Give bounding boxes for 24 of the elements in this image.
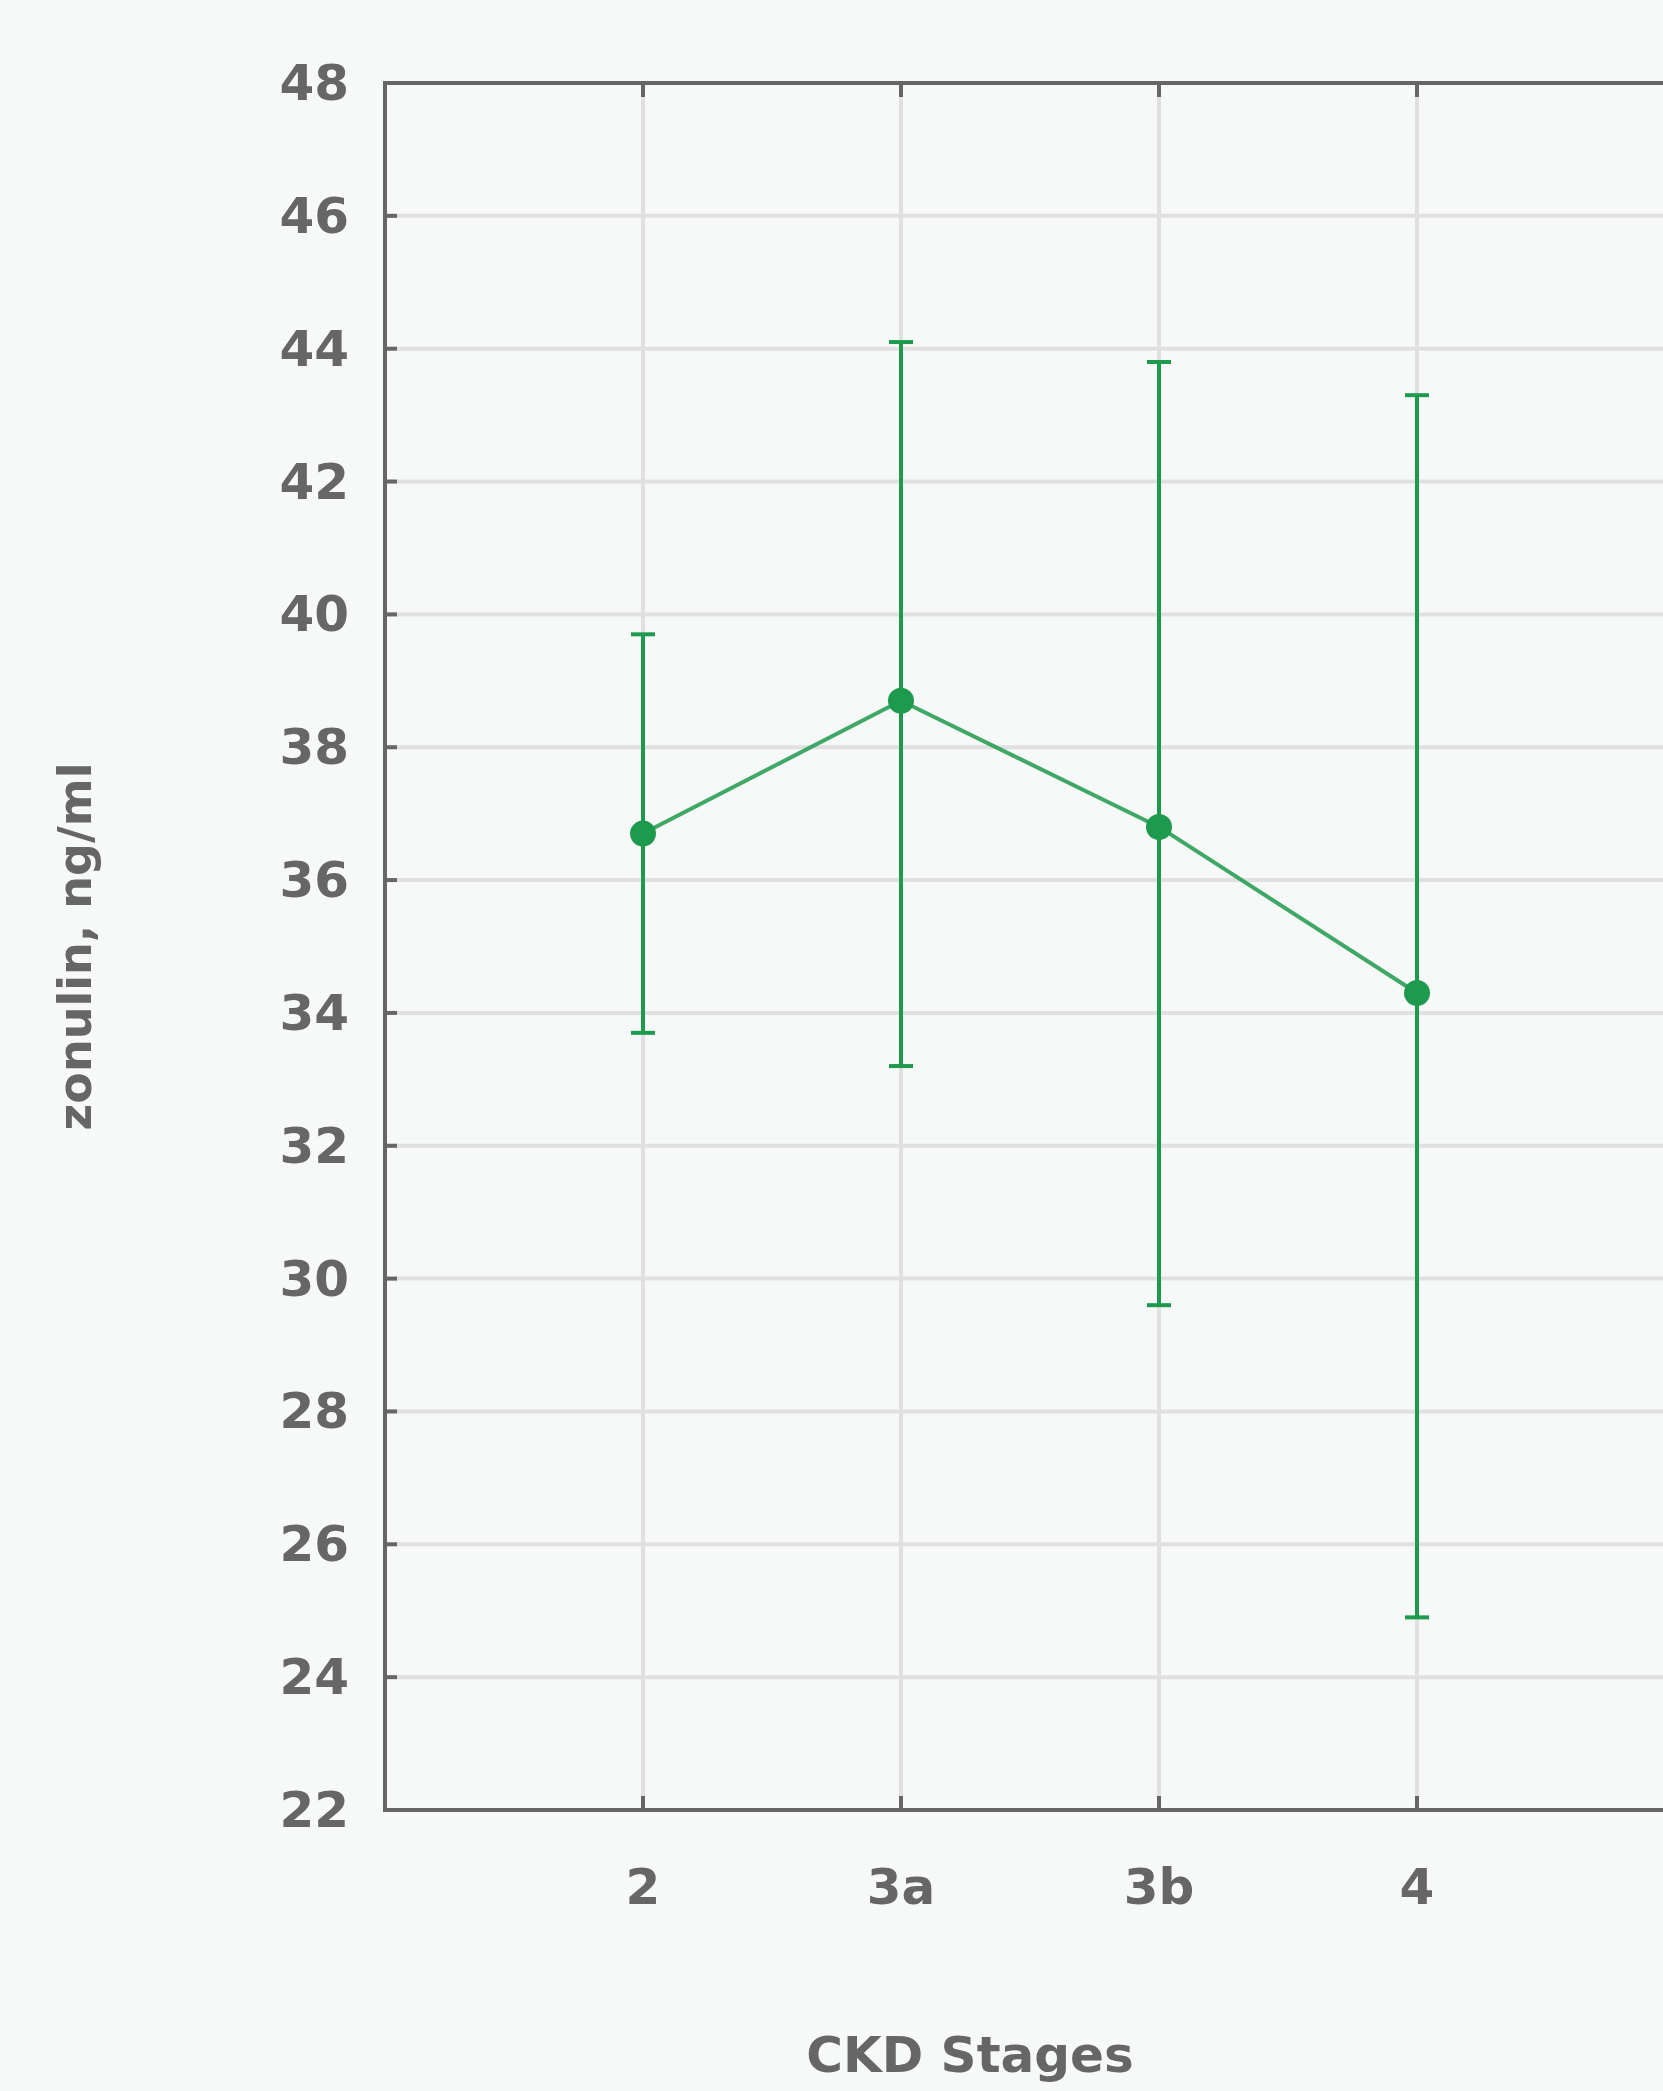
y-tick-label: 24	[279, 1648, 349, 1707]
x-tick-label: 3a	[866, 1858, 936, 1916]
x-axis-title: CKD Stages	[806, 2026, 1134, 2084]
x-tick-label: 3b	[1123, 1858, 1195, 1916]
y-tick-label: 38	[279, 718, 349, 777]
y-tick-label: 34	[279, 983, 349, 1042]
y-tick-label: 30	[279, 1249, 349, 1308]
y-tick-label: 40	[279, 585, 349, 644]
x-tick-label: 2	[625, 1858, 661, 1916]
point	[888, 687, 914, 714]
y-tick-label: 28	[279, 1382, 349, 1441]
point	[1404, 980, 1430, 1006]
y-tick-label: 42	[279, 452, 349, 511]
y-tick-label: 48	[279, 54, 349, 112]
y-axis-title: zonulin, ng/ml	[48, 762, 102, 1131]
y-tick-label: 22	[279, 1781, 349, 1839]
y-tick-label: 46	[279, 186, 349, 245]
point	[630, 820, 656, 847]
y-tick-label: 26	[279, 1515, 349, 1574]
y-tick-label: 32	[279, 1116, 349, 1175]
y-tick-label: 36	[279, 851, 349, 910]
point	[1146, 813, 1172, 840]
x-tick-label: 4	[1399, 1858, 1435, 1916]
y-tick-label: 44	[279, 319, 349, 378]
